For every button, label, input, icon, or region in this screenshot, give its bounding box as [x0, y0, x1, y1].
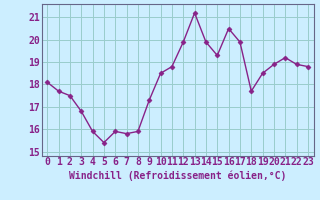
- X-axis label: Windchill (Refroidissement éolien,°C): Windchill (Refroidissement éolien,°C): [69, 170, 286, 181]
